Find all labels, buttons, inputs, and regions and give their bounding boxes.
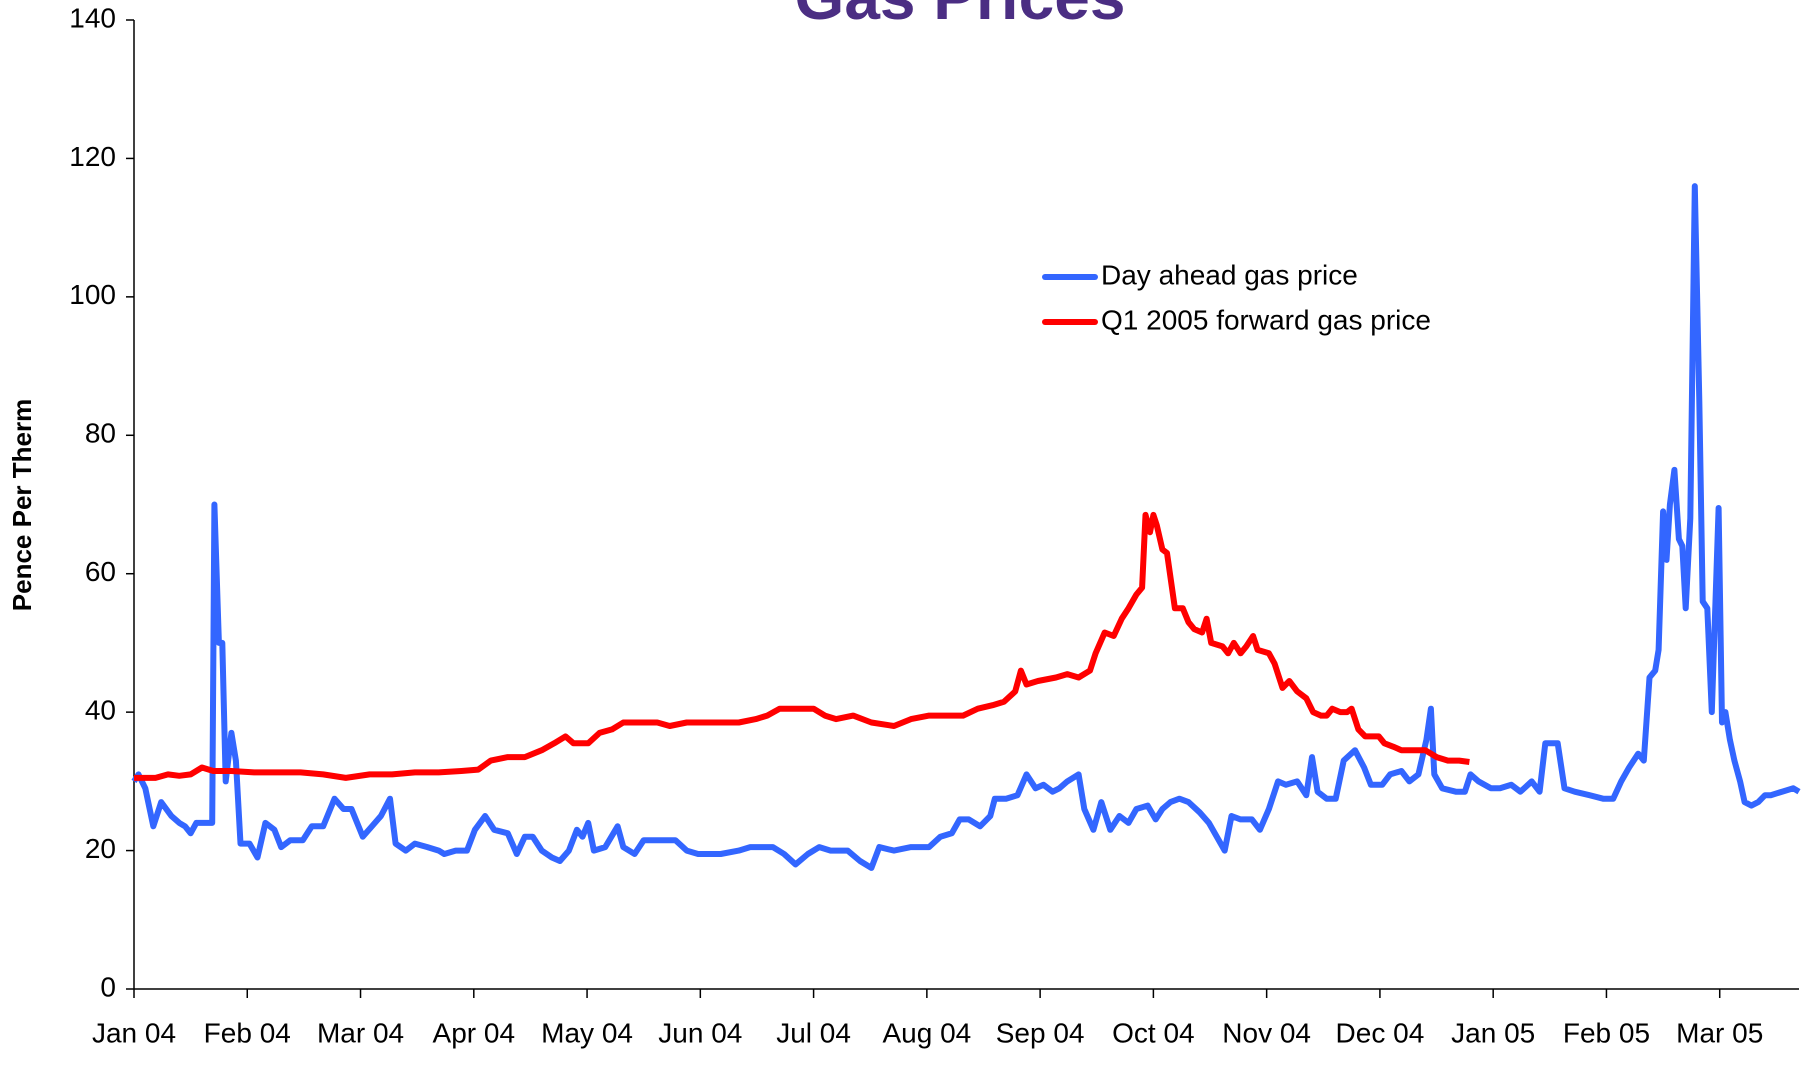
x-tick-label: May 04: [541, 1017, 633, 1048]
x-tick-label: Jul 04: [776, 1017, 851, 1048]
y-tick-label: 60: [85, 556, 116, 587]
y-tick-label: 100: [69, 279, 116, 310]
x-tick-label: Feb 05: [1563, 1017, 1650, 1048]
series-line: [131, 183, 1801, 871]
chart-title: Gas Prices: [795, 0, 1126, 33]
x-tick-label: Nov 04: [1222, 1017, 1311, 1048]
legend-label: Q1 2005 forward gas price: [1101, 304, 1431, 335]
x-tick-label: Mar 04: [317, 1017, 404, 1048]
x-tick-label: Oct 04: [1112, 1017, 1194, 1048]
y-tick-label: 140: [69, 2, 116, 33]
y-tick-label: 0: [100, 971, 116, 1002]
x-tick-label: Apr 04: [433, 1017, 516, 1048]
x-tick-label: Jan 04: [92, 1017, 176, 1048]
y-tick-label: 120: [69, 141, 116, 172]
x-tick-label: Mar 05: [1676, 1017, 1763, 1048]
y-tick-label: 20: [85, 833, 116, 864]
y-axis-label: Pence Per Therm: [7, 399, 37, 611]
y-tick-label: 40: [85, 695, 116, 726]
x-tick-label: Sep 04: [996, 1017, 1085, 1048]
x-tick-label: Aug 04: [882, 1017, 971, 1048]
x-tick-label: Dec 04: [1336, 1017, 1425, 1048]
x-tick-label: Feb 04: [204, 1017, 291, 1048]
y-tick-label: 80: [85, 418, 116, 449]
legend-label: Day ahead gas price: [1101, 259, 1358, 290]
series-line: [134, 511, 1470, 781]
x-tick-label: Jan 05: [1451, 1017, 1535, 1048]
x-tick-label: Jun 04: [658, 1017, 742, 1048]
